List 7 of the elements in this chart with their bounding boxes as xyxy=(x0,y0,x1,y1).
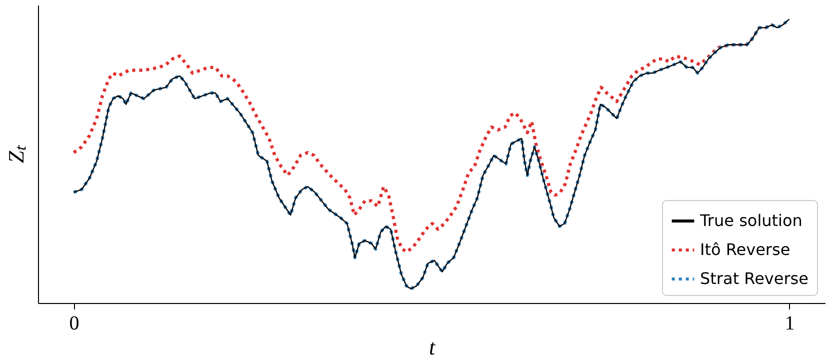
y-axis-title: Zₜ xyxy=(4,144,28,164)
legend-label: Itô Reverse xyxy=(700,240,790,259)
x-tick-label: 0 xyxy=(69,312,80,334)
x-axis-title: t xyxy=(428,334,436,360)
legend-label: Strat Reverse xyxy=(700,269,808,288)
x-tick-label: 1 xyxy=(784,312,795,334)
legend-label: True solution xyxy=(699,211,802,230)
